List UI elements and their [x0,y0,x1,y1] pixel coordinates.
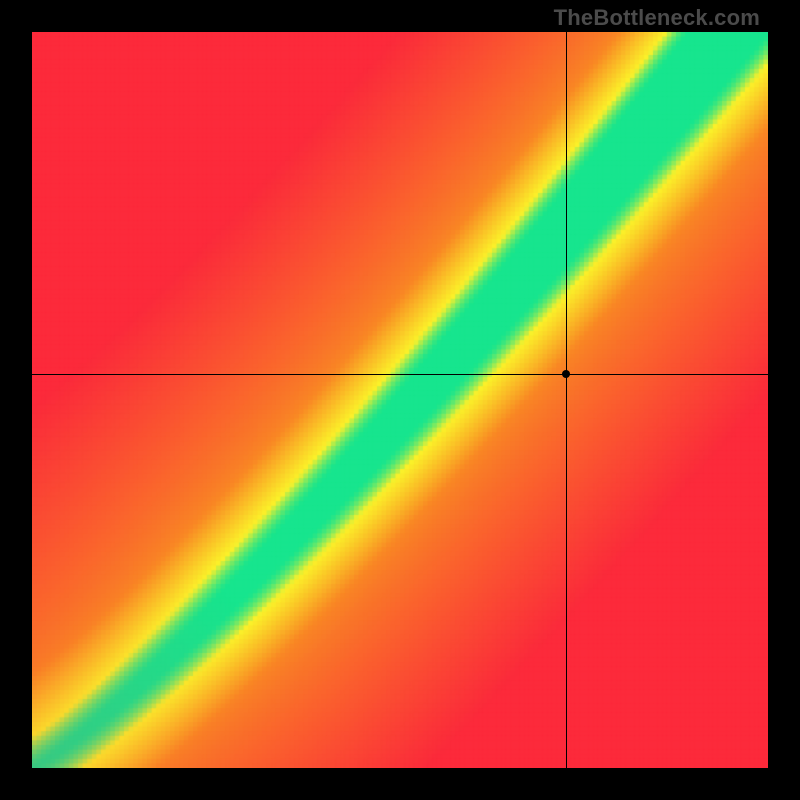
crosshair-dot [562,370,570,378]
watermark-text: TheBottleneck.com [554,5,760,31]
crosshair-vertical [566,32,567,768]
chart-frame: TheBottleneck.com [0,0,800,800]
crosshair-horizontal [32,374,768,375]
bottleneck-heatmap [32,32,768,768]
